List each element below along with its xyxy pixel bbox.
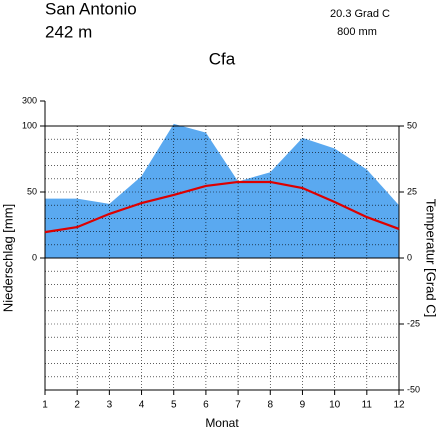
y-tick-label: 0 bbox=[32, 252, 37, 262]
x-tick-label: 3 bbox=[107, 400, 113, 411]
y-tick-label: 50 bbox=[27, 186, 37, 196]
mean-temperature: 20.3 Grad C bbox=[330, 8, 390, 20]
x-tick-label: 12 bbox=[393, 400, 405, 411]
x-tick-label: 8 bbox=[267, 400, 273, 411]
x-axis-label: Monat bbox=[205, 416, 239, 430]
x-tick-label: 6 bbox=[203, 400, 209, 411]
y-tick-label: 100 bbox=[22, 120, 37, 130]
climate-class: Cfa bbox=[209, 49, 236, 68]
elevation: 242 m bbox=[45, 22, 92, 41]
x-tick-label: 7 bbox=[235, 400, 241, 411]
total-precipitation: 800 mm bbox=[337, 26, 377, 38]
precipitation-area bbox=[45, 123, 399, 258]
y2-tick-label: 50 bbox=[407, 120, 417, 130]
x-tick-label: 9 bbox=[300, 400, 306, 411]
x-tick-label: 10 bbox=[329, 400, 341, 411]
x-tick-label: 2 bbox=[74, 400, 80, 411]
y2-tick-label: 25 bbox=[407, 186, 417, 196]
x-tick-label: 4 bbox=[139, 400, 145, 411]
chart-title: San Antonio bbox=[45, 0, 137, 18]
x-tick-label: 5 bbox=[171, 400, 177, 411]
y2-tick-label: -50 bbox=[407, 384, 420, 394]
temperature-line bbox=[44, 180, 400, 234]
x-tick-label: 1 bbox=[42, 400, 48, 411]
x-tick-label: 11 bbox=[362, 400, 373, 411]
y2-tick-label: -25 bbox=[407, 318, 420, 328]
y2-tick-label: 0 bbox=[407, 252, 412, 262]
y2-axis-label: Temperatur [Grad C] bbox=[424, 199, 439, 318]
y-tick-label: 300 bbox=[22, 95, 37, 105]
y-axis-label: Niederschlag [mm] bbox=[0, 204, 15, 312]
